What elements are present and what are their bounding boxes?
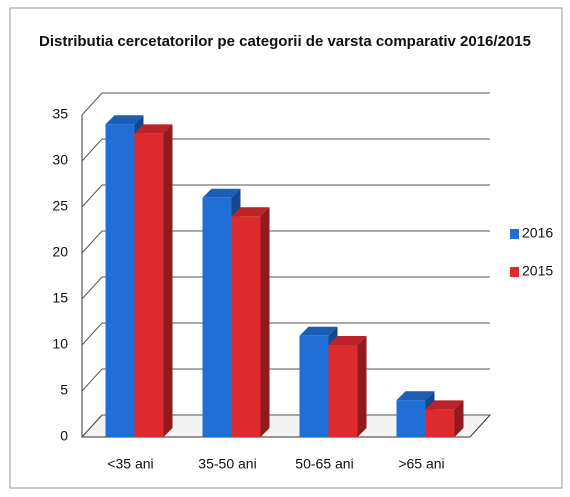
y-tick-label: 10: [52, 336, 68, 352]
bar-face: [202, 188, 241, 198]
grid-line: [81, 230, 490, 254]
chart-title: Distributia cercetatorilor pe categorii …: [39, 33, 531, 50]
bar-face: [260, 207, 270, 437]
bar: [105, 124, 135, 437]
bar-shade: [357, 336, 367, 437]
bar-face: [231, 207, 270, 217]
bar-shade: [328, 336, 367, 345]
y-tick-label: 25: [52, 198, 68, 214]
bar-shade: [299, 326, 338, 336]
bar-face: [105, 115, 144, 125]
y-tick-label: 5: [60, 382, 68, 398]
bar-face: [299, 326, 338, 336]
bar-shade: [454, 400, 464, 437]
grid-line: [81, 92, 490, 116]
y-tick-label: 35: [52, 106, 68, 122]
bar: [231, 216, 261, 437]
bar: [328, 345, 358, 437]
legend-label: 2015: [522, 263, 553, 279]
bar-shade: [231, 207, 270, 217]
bar-face: [328, 336, 367, 345]
bar-face: [425, 400, 464, 410]
legend-label: 2016: [522, 225, 553, 241]
bar: [202, 197, 232, 437]
grid-line: [81, 184, 490, 208]
bar-shade: [105, 115, 144, 125]
bar: [134, 133, 164, 437]
bar-shade: [163, 124, 173, 438]
grid-line: [81, 276, 490, 300]
x-tick-label: <35 ani: [107, 456, 153, 472]
y-tick-label: 20: [52, 244, 68, 260]
y-tick-label: 15: [52, 290, 68, 306]
bar: [425, 409, 455, 437]
bar: [299, 335, 329, 437]
x-tick-label: 35-50 ani: [198, 456, 256, 472]
y-tick-label: 0: [60, 428, 68, 444]
bar-face: [134, 124, 173, 134]
bar-face: [163, 124, 173, 438]
grid-line: [81, 322, 490, 346]
back-wall: [102, 93, 490, 415]
bar-shade: [134, 124, 173, 134]
x-tick-label: >65 ani: [398, 456, 444, 472]
legend-swatch: [510, 267, 519, 277]
bar: [396, 400, 426, 437]
x-tick-label: 50-65 ani: [295, 456, 353, 472]
bar-shade: [396, 391, 435, 401]
bar-shade: [260, 207, 270, 437]
bar-face: [357, 336, 367, 437]
bar-face: [396, 391, 435, 401]
grid-line: [81, 138, 490, 162]
bar-shade: [202, 188, 241, 198]
bar-face: [454, 400, 464, 437]
legend-swatch: [510, 229, 519, 239]
y-tick-label: 30: [52, 152, 68, 168]
bar-shade: [425, 400, 464, 410]
